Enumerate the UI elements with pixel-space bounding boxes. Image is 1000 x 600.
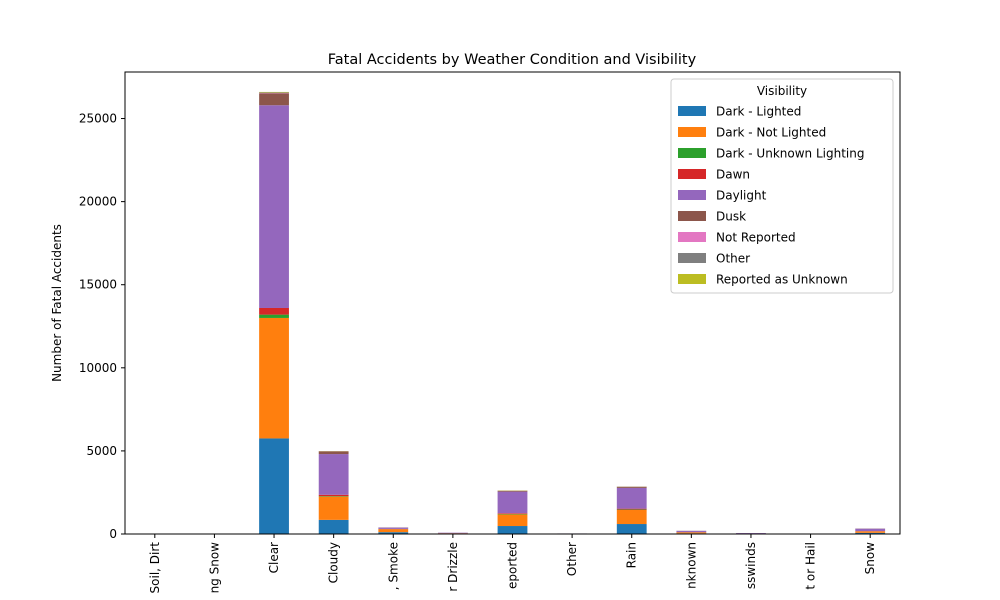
bar-segment: [497, 526, 528, 534]
bar-segment: [259, 93, 289, 106]
x-tick-label: , Smoke: [386, 542, 400, 590]
bar-segment: [318, 454, 349, 495]
bar-segment: [497, 514, 528, 527]
legend-title: Visibility: [757, 84, 807, 98]
y-axis: 0 5000 10000 15000 20000 25000: [79, 112, 125, 541]
y-tick-label: 15000: [79, 278, 117, 292]
legend-label: Other: [716, 252, 750, 266]
bar-segment: [497, 513, 528, 514]
legend-label: Dusk: [716, 210, 746, 224]
bar-segment: [259, 105, 289, 308]
chart-title: Fatal Accidents by Weather Condition and…: [328, 52, 697, 68]
bar-segment: [676, 530, 707, 533]
bar-segment: [616, 524, 647, 534]
bar-segment: [616, 486, 647, 488]
legend-label: Dawn: [716, 168, 750, 182]
x-tick-label: Cloudy: [327, 542, 341, 583]
x-tick-label: Snow: [863, 542, 877, 575]
bar-segment: [497, 491, 528, 514]
bar-segment: [259, 438, 289, 534]
x-tick-label: Soil, Dirt: [148, 542, 162, 594]
bar-segment: [855, 531, 886, 533]
legend-swatch: [678, 127, 706, 137]
y-tick-label: 20000: [79, 195, 117, 209]
bar-segment: [616, 487, 647, 509]
legend-swatch: [678, 148, 706, 158]
bar-segment: [497, 490, 528, 492]
x-tick-label: t or Hail: [804, 542, 818, 590]
bar-segment: [259, 307, 289, 315]
y-tick-label: 0: [109, 527, 117, 541]
legend-label: Reported as Unknown: [716, 273, 848, 287]
legend-swatch: [678, 106, 706, 116]
bar-segment: [259, 317, 289, 439]
bars-group: [139, 91, 886, 534]
legend-swatch: [678, 211, 706, 221]
x-tick-label: r Drizzle: [446, 542, 460, 592]
legend-swatch: [678, 232, 706, 242]
legend-swatch: [678, 190, 706, 200]
x-tick-label: eported: [506, 542, 520, 589]
legend: Visibility Dark - Lighted Dark - Not Ligh…: [670, 78, 894, 294]
bar-segment: [676, 532, 707, 534]
legend-label: Daylight: [716, 189, 767, 203]
bar-segment: [318, 494, 349, 497]
legend-swatch: [678, 169, 706, 179]
bar-segment: [378, 532, 409, 534]
x-axis: Soil, Dirt ng Snow Clear Cloudy , Smoke r Dri…: [148, 534, 877, 593]
y-tick-label: 10000: [79, 361, 117, 375]
bar-segment: [378, 529, 409, 533]
x-tick-label: nknown: [684, 542, 698, 589]
legend-label: Dark - Lighted: [716, 105, 801, 119]
plot-frame: [124, 71, 901, 535]
x-tick-label: ng Snow: [207, 542, 221, 594]
bar-segment: [616, 509, 647, 525]
legend-label: Dark - Not Lighted: [716, 126, 826, 140]
bar-segment: [318, 519, 349, 534]
bar-segment: [318, 451, 349, 455]
x-tick-label: Clear: [267, 542, 281, 573]
legend-label: Dark - Unknown Lighting: [716, 147, 864, 161]
legend-label: Not Reported: [716, 231, 796, 245]
y-tick-label: 5000: [86, 444, 117, 458]
bar-segment: [616, 508, 647, 510]
bar-segment: [855, 528, 886, 532]
legend-swatch: [678, 274, 706, 284]
bar-segment: [378, 527, 409, 529]
bar-segment: [318, 496, 349, 520]
legend-swatch: [678, 253, 706, 263]
legend-box: [670, 78, 894, 294]
y-axis-label: Number of Fatal Accidents: [50, 224, 64, 382]
x-tick-label: Rain: [625, 542, 639, 568]
bar-segment: [855, 532, 886, 534]
bar-segment: [259, 314, 289, 318]
y-tick-label: 25000: [79, 112, 117, 126]
x-tick-label: Other: [565, 542, 579, 576]
x-tick-label: sswinds: [744, 542, 758, 589]
